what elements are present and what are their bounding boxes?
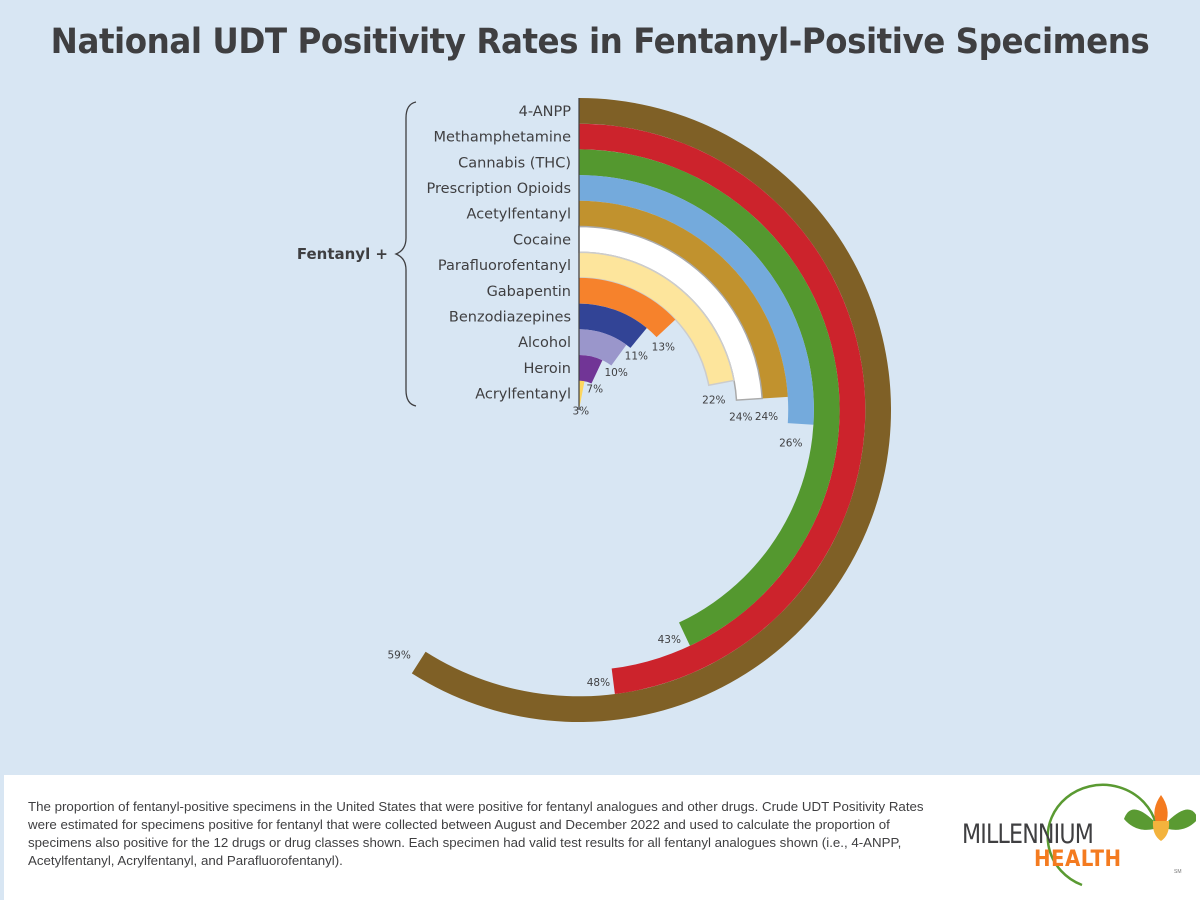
chart-title: National UDT Positivity Rates in Fentany… <box>50 22 1150 62</box>
category-label-acetylfentanyl: Acetylfentanyl <box>467 207 571 223</box>
value-label-cannabis-thc: 43% <box>658 634 681 646</box>
value-label-acetylfentanyl: 24% <box>755 411 778 423</box>
arc-alcohol <box>579 329 627 366</box>
brace-icon <box>394 101 417 407</box>
arc-cannabis-thc <box>579 149 840 646</box>
value-label-parafluorofentanyl: 22% <box>702 395 725 407</box>
category-label-alcohol: Alcohol <box>518 335 571 351</box>
arc-heroin <box>579 355 603 384</box>
group-label: Fentanyl + <box>297 245 388 263</box>
value-label-4-anpp: 59% <box>387 650 410 662</box>
value-label-layer: 59% 48% 43% 26% 24%24% 22% 13% 11% 10%7% 3% <box>387 342 802 689</box>
value-label-cocaine: 24% <box>729 411 752 423</box>
arc-acrylfentanyl <box>579 380 585 407</box>
category-label-acrylfentanyl: Acrylfentanyl <box>475 387 571 403</box>
category-label-prescription-opioids: Prescription Opioids <box>427 181 571 197</box>
radial-bar-chart: 4-ANPP Methamphetamine Cannabis (THC) Presc… <box>297 98 891 722</box>
logo-service-mark: SM <box>1174 869 1182 875</box>
category-label-gabapentin: Gabapentin <box>487 284 571 300</box>
value-label-benzodiazepines: 11% <box>625 351 648 363</box>
logo-mark-icon <box>1046 783 1196 887</box>
arc-layer <box>411 98 891 722</box>
arc-gabapentin <box>579 277 676 338</box>
category-label-cannabis-thc: Cannabis (THC) <box>458 155 571 171</box>
arc-prescription-opioids <box>579 175 814 425</box>
arc-acetylfentanyl <box>579 200 788 399</box>
category-label-parafluorofentanyl: Parafluorofentanyl <box>438 258 571 274</box>
value-label-methamphetamine: 48% <box>587 677 610 689</box>
category-label-benzodiazepines: Benzodiazepines <box>449 309 571 325</box>
value-label-heroin: 7% <box>586 384 603 396</box>
category-label-methamphetamine: Methamphetamine <box>434 130 572 146</box>
value-label-prescription-opioids: 26% <box>779 438 802 450</box>
value-label-alcohol: 10% <box>604 367 627 379</box>
value-label-acrylfentanyl: 3% <box>572 406 589 418</box>
category-label-4-anpp: 4-ANPP <box>519 104 572 120</box>
arc-benzodiazepines <box>579 303 647 348</box>
category-label-layer: 4-ANPP Methamphetamine Cannabis (THC) Presc… <box>427 104 572 403</box>
value-label-gabapentin: 13% <box>652 342 675 354</box>
category-label-heroin: Heroin <box>523 361 571 377</box>
millennium-health-logo: MILLENNIUM HEALTH SM <box>956 781 1196 891</box>
logo-text-millennium: MILLENNIUM <box>962 819 1094 850</box>
footer-panel: The proportion of fentanyl-positive spec… <box>0 775 1200 900</box>
footnote: The proportion of fentanyl-positive spec… <box>28 799 924 868</box>
category-label-cocaine: Cocaine <box>513 232 571 248</box>
logo-text-health: HEALTH <box>1034 847 1122 872</box>
